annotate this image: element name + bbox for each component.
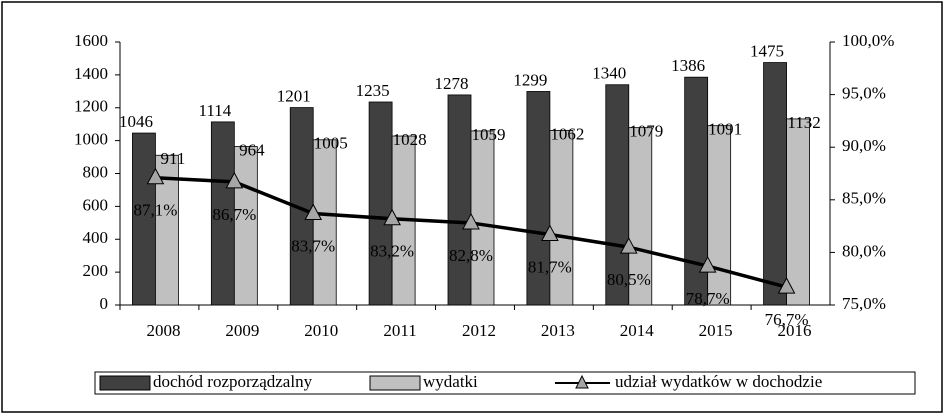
bar-value-label: 1299 [513, 70, 547, 89]
line-marker [383, 208, 401, 226]
y-tick-label: 400 [83, 228, 109, 247]
line-value-label: 86,7% [212, 205, 256, 224]
bar [155, 154, 179, 306]
y2-tick-label: 85,0% [842, 189, 886, 208]
bar-value-label: 1475 [750, 41, 784, 60]
y2-tick-label: 80,0% [842, 241, 886, 260]
legend-swatch [99, 375, 151, 391]
y-tick-label: 800 [83, 162, 109, 181]
legend-box [94, 371, 916, 395]
bar-value-label: 1114 [198, 101, 231, 120]
bar-value-label: 1028 [393, 130, 427, 149]
bar [549, 130, 574, 306]
bar-value-label: 1005 [314, 134, 348, 153]
bar-value-label: 911 [161, 149, 186, 168]
y-tick-label: 0 [100, 294, 109, 313]
line-marker [541, 224, 559, 242]
bar-value-label: 1340 [592, 64, 626, 83]
legend-label: wydatki [423, 372, 478, 391]
x-tick-label: 2010 [304, 321, 338, 340]
line-marker [777, 277, 796, 294]
bar [786, 118, 810, 306]
bar [447, 94, 472, 306]
y-tick-label: 1200 [74, 97, 108, 116]
x-tick-label: 2009 [225, 321, 259, 340]
bar-value-label: 1079 [629, 122, 663, 141]
y-tick-label: 1000 [74, 130, 108, 149]
line-marker [304, 203, 323, 220]
bar-value-label: 1062 [550, 124, 584, 143]
x-tick-label: 2016 [778, 321, 812, 340]
y2-tick-label: 95,0% [842, 84, 886, 103]
bar-value-label: 1278 [435, 74, 469, 93]
line-value-label: 83,7% [291, 236, 335, 255]
x-tick-label: 2011 [383, 321, 416, 340]
bar-value-label: 1046 [119, 112, 153, 131]
bar-value-label: 1091 [708, 120, 742, 139]
bar-value-label: 964 [239, 140, 265, 159]
legend-label: udział wydatków w dochodzie [615, 372, 822, 391]
line-value-label: 87,1% [133, 201, 177, 220]
line-value-label: 78,7% [686, 289, 730, 308]
y-tick-label: 1600 [74, 31, 108, 50]
x-tick-label: 2008 [146, 321, 180, 340]
bar [628, 127, 653, 306]
legend-marker [575, 374, 589, 389]
line-marker [462, 212, 480, 230]
x-tick-label: 2015 [699, 321, 733, 340]
bar [312, 139, 337, 306]
line-value-label: 80,5% [607, 270, 651, 289]
bar-value-label: 1235 [356, 81, 390, 100]
line-marker [225, 171, 244, 189]
line-marker [698, 256, 717, 273]
legend-swatch [369, 375, 421, 391]
legend-label: dochód rozporządzalny [153, 372, 313, 391]
y-tick-label: 1400 [74, 64, 108, 83]
bar-value-label: 1059 [472, 125, 506, 144]
line-value-label: 82,8% [449, 246, 493, 265]
y-tick-label: 200 [83, 261, 109, 280]
bar-value-label: 1132 [787, 113, 820, 132]
bar [707, 125, 732, 306]
bar-value-label: 1201 [277, 86, 311, 105]
line-marker [619, 237, 638, 254]
bar-value-label: 1386 [671, 56, 705, 75]
x-tick-label: 2013 [541, 321, 575, 340]
y2-tick-label: 75,0% [842, 294, 886, 313]
line-value-label: 76,7% [765, 310, 809, 329]
y2-tick-label: 90,0% [842, 136, 886, 155]
x-tick-label: 2012 [462, 321, 496, 340]
bar [470, 130, 495, 306]
bar [233, 146, 258, 306]
bar [763, 62, 787, 306]
y2-tick-label: 100,0% [842, 31, 894, 50]
line-value-label: 83,2% [370, 242, 414, 261]
y-tick-label: 600 [83, 195, 109, 214]
bar [368, 101, 393, 306]
line-marker [146, 167, 165, 185]
x-tick-label: 2014 [620, 321, 655, 340]
line-value-label: 81,7% [528, 257, 572, 276]
